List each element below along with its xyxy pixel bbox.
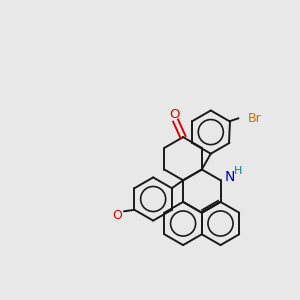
Text: Br: Br — [248, 112, 261, 125]
Text: H: H — [234, 166, 242, 176]
Text: N: N — [224, 170, 235, 184]
Text: O: O — [169, 107, 179, 121]
Text: O: O — [112, 209, 122, 222]
